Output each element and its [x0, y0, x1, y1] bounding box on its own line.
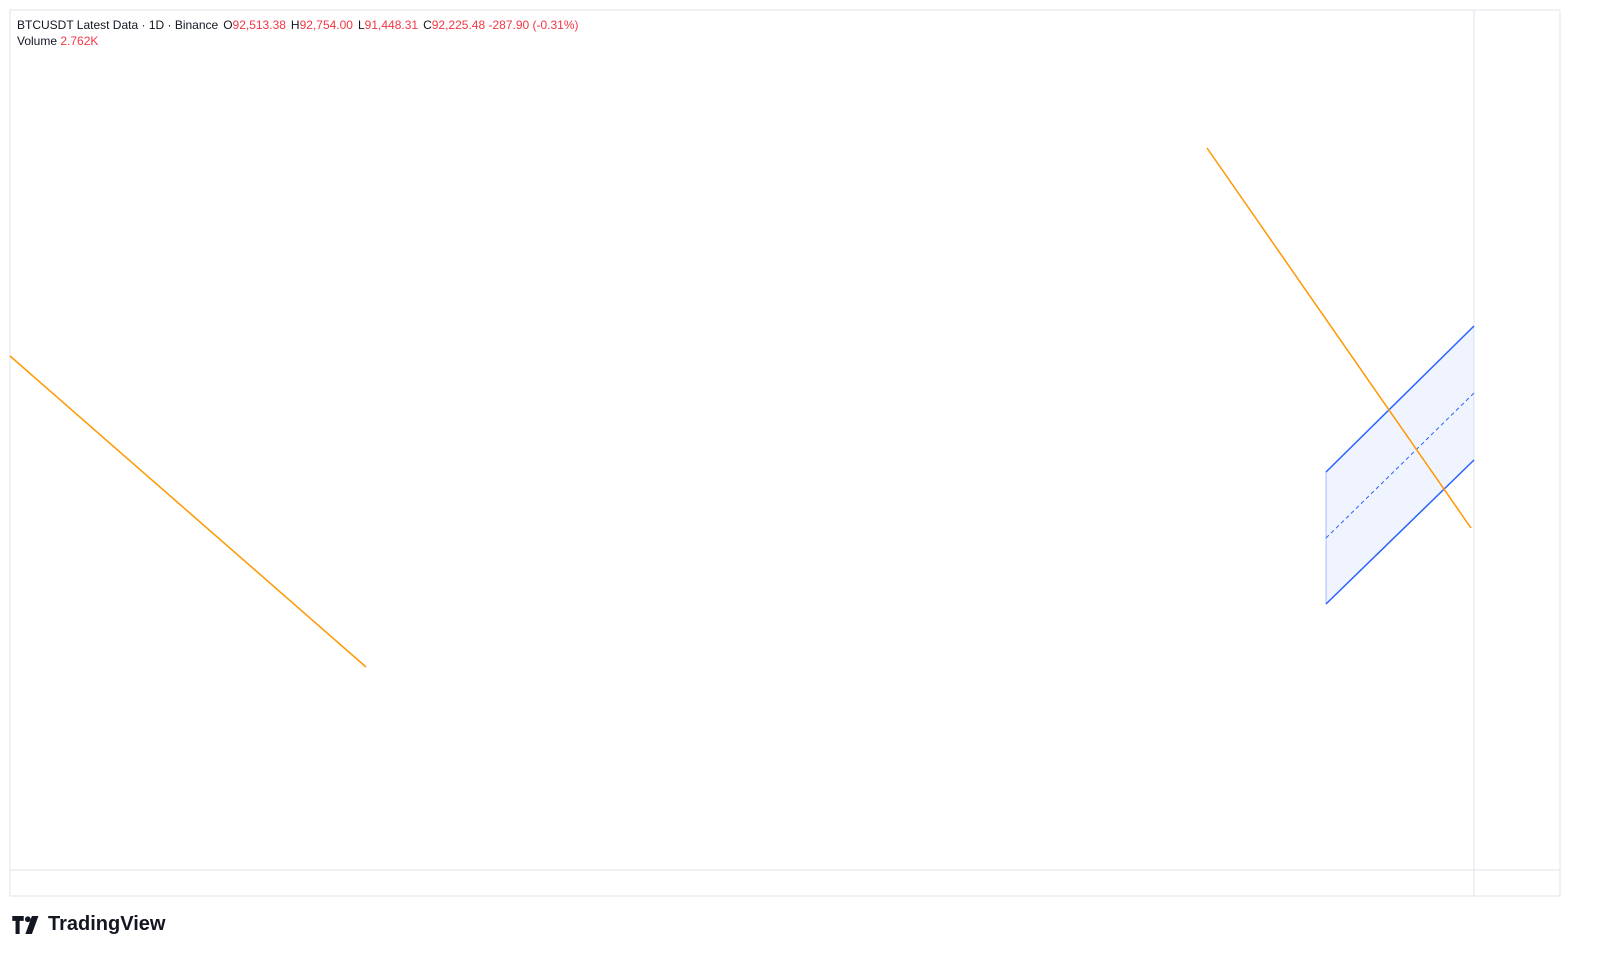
channel-upper: [1325, 325, 1475, 473]
legend-value: 91,448.31: [364, 18, 419, 32]
volume-title: Volume: [17, 34, 58, 48]
brand-logo: [12, 915, 39, 934]
legend: BTCUSDT Latest Data · 1D · Binance O92,51…: [17, 17, 579, 49]
trendline: [9, 355, 367, 668]
legend-key: L: [357, 18, 365, 32]
chart-frame: [9, 9, 1561, 897]
channel-fill: [1326, 326, 1474, 604]
drawings: [9, 147, 1475, 668]
volume-value: 2.762K: [60, 34, 99, 48]
legend-key: C: [423, 18, 432, 32]
legend-value: 92,754.00: [299, 18, 353, 32]
trendline: [1206, 147, 1472, 529]
symbol-title: BTCUSDT Latest Data · 1D · Binance: [17, 18, 219, 32]
legend-row: BTCUSDT Latest Data · 1D · Binance O92,51…: [17, 17, 579, 33]
ohlc-values: O92,513.38 H92,754.00 L91,448.31 C92,225.48: [218, 18, 485, 32]
brand: TradingView: [12, 913, 165, 936]
legend-value: 92,225.48: [431, 18, 486, 32]
legend-row: Volume 2.762K: [17, 33, 579, 49]
legend-value: 92,513.38: [232, 18, 286, 32]
brand-name: TradingView: [48, 913, 166, 935]
change: -287.90 (-0.31%): [488, 18, 579, 32]
legend-key: H: [290, 18, 300, 32]
legend-key: O: [223, 18, 233, 32]
channel-lower: [1325, 459, 1475, 605]
